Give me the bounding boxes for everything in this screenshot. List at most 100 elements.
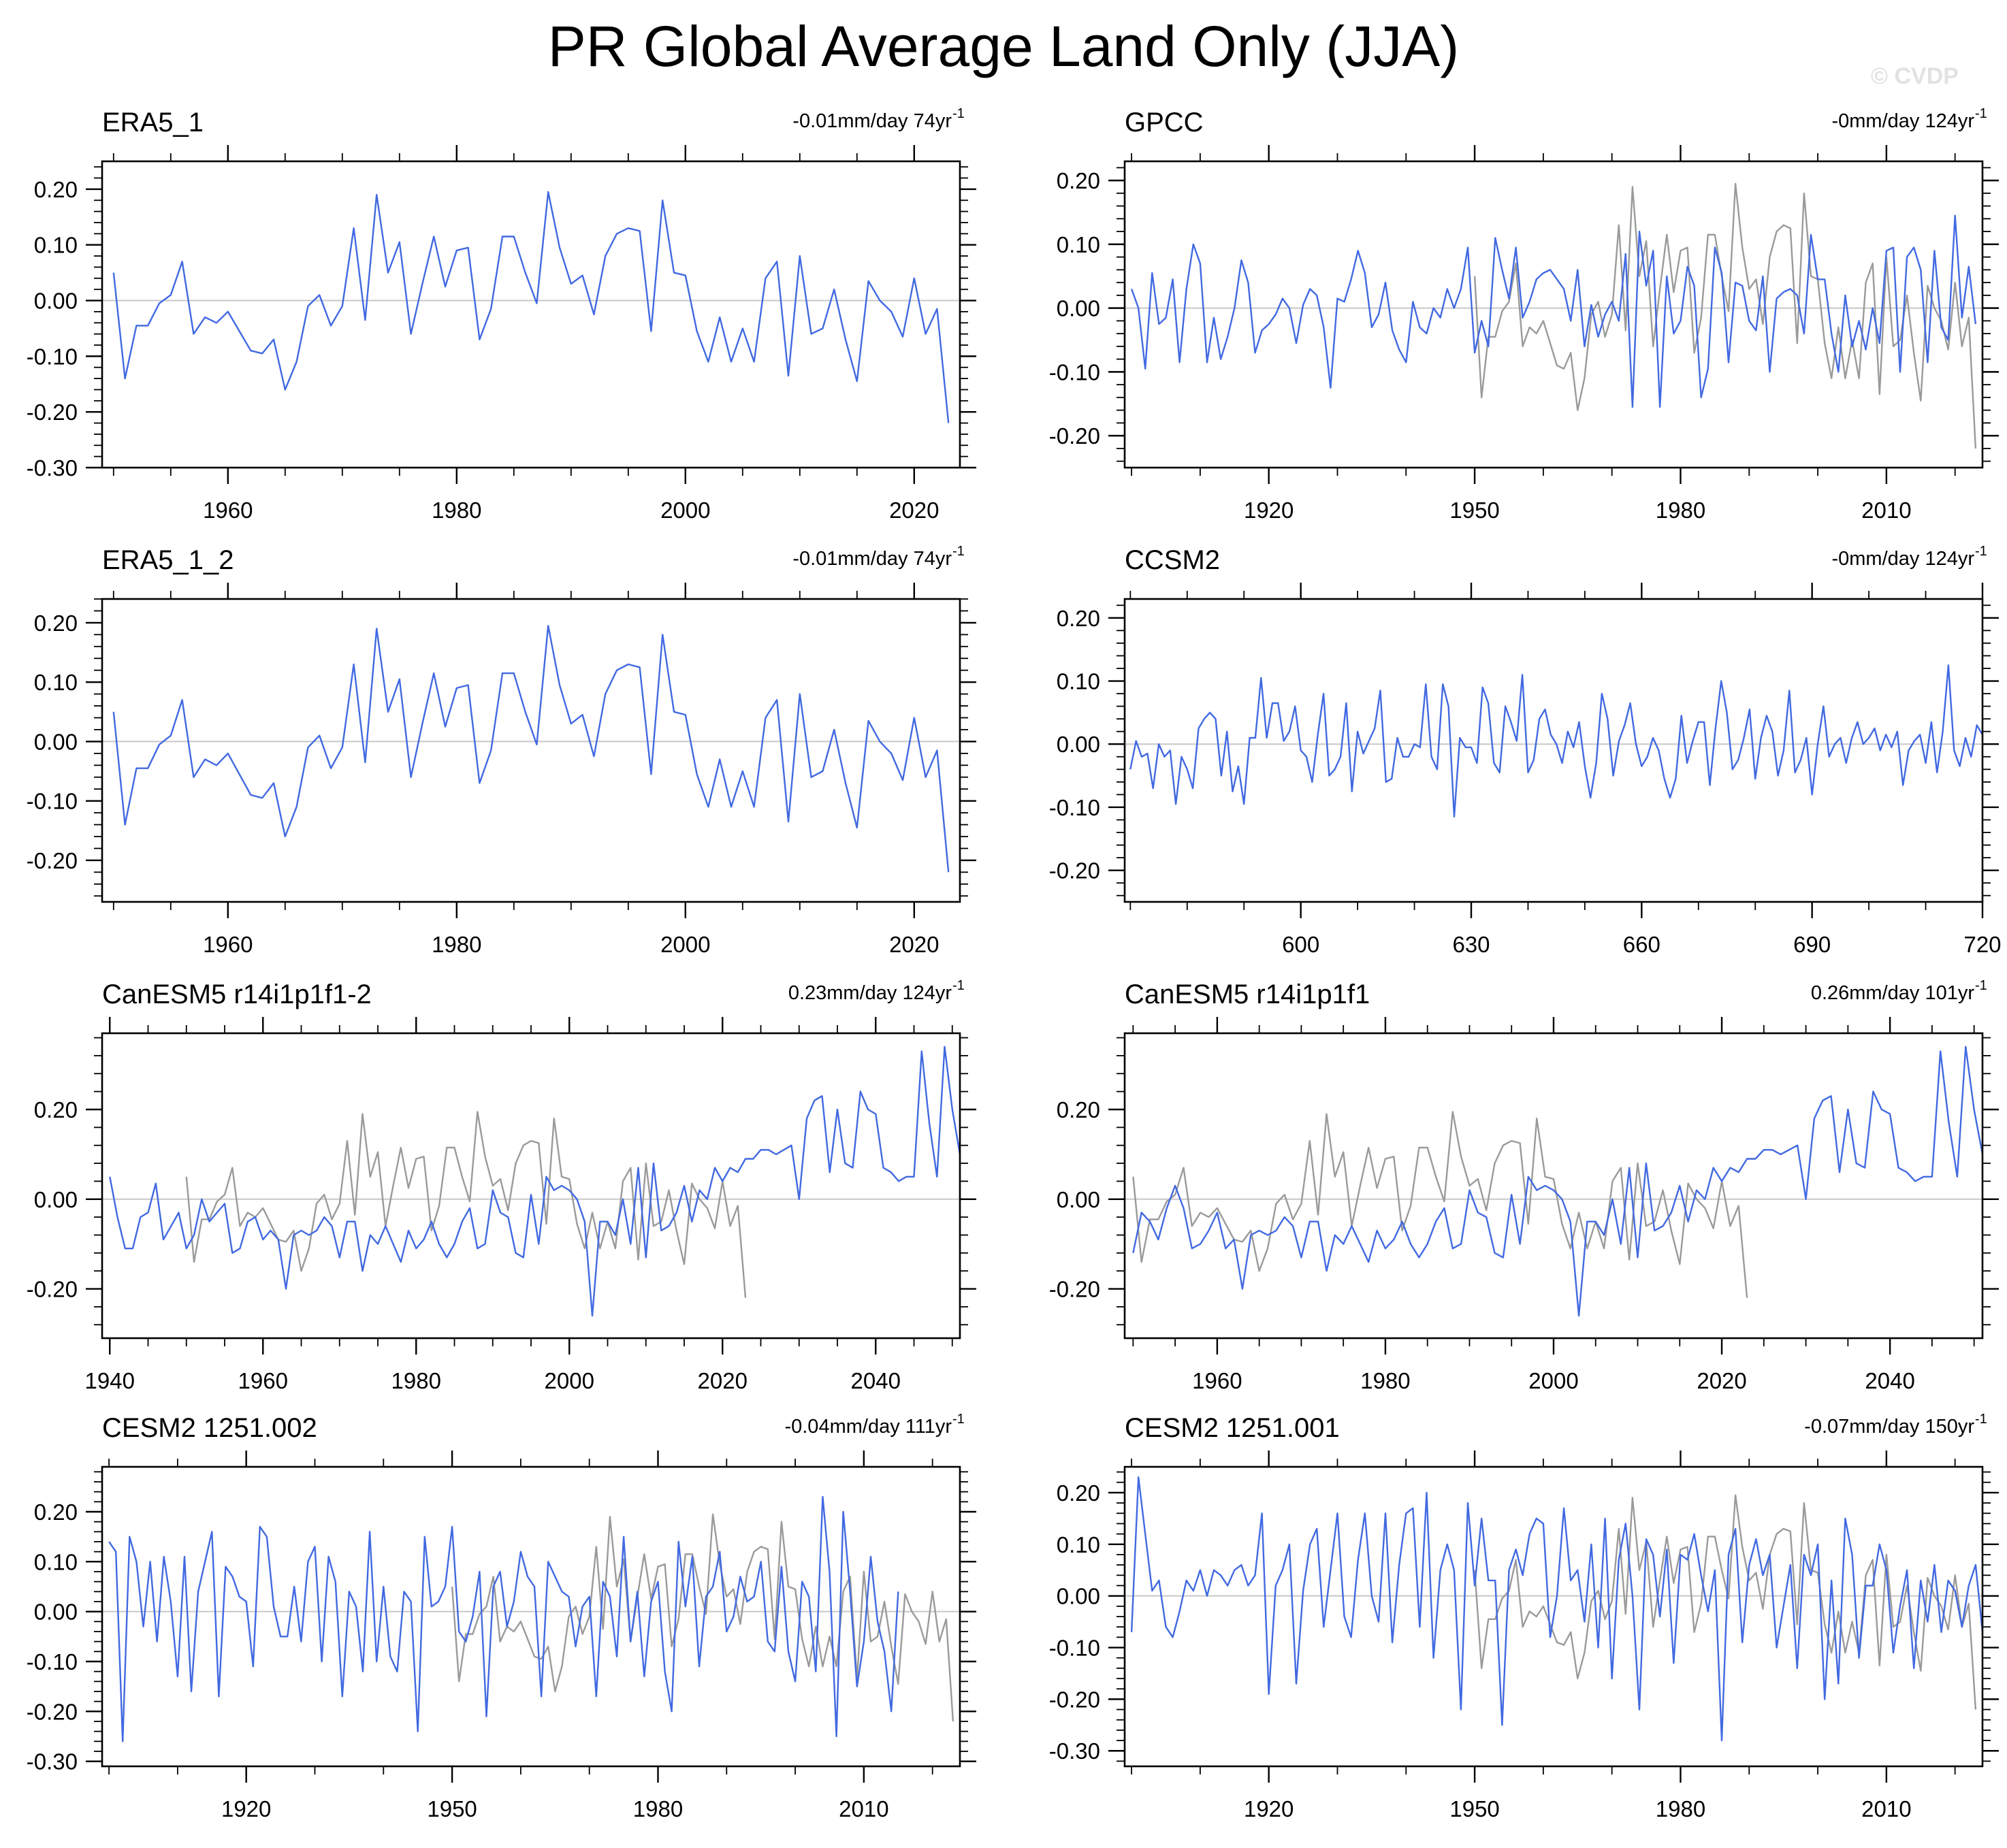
- x-tick-label: 1920: [1244, 498, 1294, 523]
- x-tick-label: 2040: [851, 1368, 901, 1393]
- y-tick-label: -0.30: [27, 1749, 78, 1774]
- x-tick-label: 1980: [1656, 498, 1705, 523]
- x-tick-label: 1980: [1656, 1796, 1705, 1821]
- x-tick-label: 2010: [839, 1796, 888, 1821]
- panel-2: 0.20 0.10 0.00 -0.10 -0.20 1920 1950 1980 2010 GP…: [1049, 106, 1999, 523]
- x-tick-label: 1980: [432, 932, 481, 957]
- y-tick-label: 0.10: [34, 1549, 78, 1574]
- y-tick-label: 0.00: [34, 729, 78, 754]
- x-tick-label: 2000: [660, 498, 710, 523]
- y-tick-label: -0.20: [1049, 858, 1100, 884]
- y-tick-label: 0.10: [34, 670, 78, 695]
- panel-title: CESM2 1251.002: [102, 1413, 317, 1443]
- y-tick-label: -0.20: [1049, 1277, 1100, 1302]
- panel-6: 0.20 0.00 -0.20 1960 1980 2000 2020 2040 CanESM5…: [1049, 978, 1999, 1393]
- series-group: [1129, 664, 1982, 818]
- x-tick-label: 2020: [698, 1368, 748, 1393]
- y-tick-label: -0.20: [27, 400, 78, 425]
- series-group: [1130, 182, 1977, 449]
- y-tick-label: -0.30: [1049, 1738, 1100, 1764]
- trend-label: -0.01mm/day 74yr: [792, 548, 952, 570]
- x-tick-label: 1960: [203, 498, 253, 523]
- reference-series-line: [185, 1111, 747, 1298]
- series-group: [112, 625, 950, 873]
- trend-label: -0.04mm/day 111yr: [784, 1416, 952, 1438]
- panel-1: 0.20 0.10 0.00 -0.10 -0.20 -0.30 1960 1980 2000 2…: [27, 106, 976, 523]
- x-tick-label: 2010: [1861, 1796, 1911, 1821]
- x-tick-label: 2020: [889, 498, 939, 523]
- x-tick-label: 600: [1282, 932, 1319, 957]
- y-tick-label: 0.20: [34, 611, 78, 636]
- x-tick-label: 690: [1793, 932, 1831, 957]
- trend-label: 0.23mm/day 124yr: [788, 982, 952, 1004]
- reference-series-line: [1473, 1494, 1977, 1710]
- x-tick-label: 1980: [1360, 1368, 1410, 1393]
- x-tick-label: 2040: [1865, 1368, 1914, 1393]
- plot-frame: [1123, 160, 1984, 469]
- trend-label: -0.07mm/day 150yr: [1804, 1416, 1974, 1438]
- panel-4: 0.20 0.10 0.00 -0.10 -0.20 600 630 660 690 720 CCS…: [1049, 544, 2002, 957]
- y-tick-label: -0.20: [1049, 1687, 1100, 1712]
- panel-8: 0.20 0.10 0.00 -0.10 -0.20 -0.30 1920 1950 1980 2…: [1049, 1412, 1999, 1821]
- trend-label: -0.01mm/day 74yr: [792, 110, 952, 132]
- x-tick-label: 660: [1623, 932, 1660, 957]
- x-tick-label: 2000: [1528, 1368, 1578, 1393]
- trend-superscript: -1: [1975, 1412, 1987, 1427]
- model-series-line: [109, 1045, 960, 1317]
- y-tick-label: 0.00: [1057, 1187, 1100, 1212]
- y-tick-label: -0.20: [27, 848, 78, 873]
- trend-superscript: -1: [952, 1412, 965, 1427]
- model-series-line: [1130, 1476, 1982, 1742]
- y-tick-label: 0.00: [34, 289, 78, 314]
- model-series-line: [108, 1495, 899, 1742]
- y-tick-label: 0.20: [1057, 606, 1100, 631]
- watermark: © CVDP: [1871, 63, 1959, 89]
- y-tick-label: 0.20: [34, 177, 78, 202]
- trend-label: -0mm/day 124yr: [1831, 548, 1974, 570]
- y-tick-label: 0.00: [1057, 732, 1100, 757]
- x-tick-label: 1960: [203, 932, 253, 957]
- y-tick-label: 0.10: [1057, 1532, 1100, 1557]
- x-tick-label: 2020: [1697, 1368, 1746, 1393]
- y-tick-label: -0.10: [1049, 795, 1100, 820]
- x-tick-label: 1980: [391, 1368, 441, 1393]
- panel-5: 0.20 0.00 -0.20 1940 1960 1980 2000 2020 2040 Can…: [27, 978, 976, 1393]
- panel-title: CanESM5 r14i1p1f1: [1125, 979, 1370, 1009]
- series-group: [112, 191, 950, 423]
- plot-frame: [1123, 598, 1984, 903]
- y-tick-label: 0.20: [1057, 168, 1100, 193]
- model-series-line: [112, 191, 950, 423]
- y-tick-label: -0.10: [27, 789, 78, 814]
- panel-title: ERA5_1_2: [102, 545, 234, 575]
- y-tick-label: 0.10: [34, 233, 78, 258]
- y-tick-label: -0.10: [27, 344, 78, 369]
- reference-series-line: [1132, 1111, 1748, 1298]
- series-group: [109, 1045, 960, 1317]
- x-tick-label: 1950: [1449, 1796, 1499, 1821]
- x-tick-label: 2020: [889, 932, 939, 957]
- trend-superscript: -1: [952, 978, 965, 993]
- trend-label: 0.26mm/day 101yr: [1811, 982, 1975, 1004]
- plot-frame: [101, 160, 961, 469]
- panel-title: CESM2 1251.001: [1125, 1413, 1340, 1443]
- model-series-line: [1132, 1045, 1982, 1317]
- trend-superscript: -1: [1975, 544, 1987, 559]
- y-tick-label: 0.00: [1057, 296, 1100, 321]
- panel-3: 0.20 0.10 0.00 -0.10 -0.20 1960 1980 2000 2020 ER…: [27, 544, 976, 957]
- trend-superscript: -1: [952, 544, 965, 559]
- plot-frame: [101, 598, 961, 903]
- panel-title: ERA5_1: [102, 108, 204, 137]
- y-tick-label: 0.20: [34, 1097, 78, 1122]
- x-tick-label: 630: [1452, 932, 1490, 957]
- x-tick-label: 2000: [660, 932, 710, 957]
- y-tick-label: 0.10: [1057, 232, 1100, 257]
- x-tick-label: 1920: [221, 1796, 271, 1821]
- trend-superscript: -1: [1975, 106, 1987, 121]
- x-tick-label: 1920: [1244, 1796, 1294, 1821]
- y-tick-label: -0.10: [27, 1649, 78, 1674]
- x-tick-label: 1980: [432, 498, 481, 523]
- y-tick-label: 0.10: [1057, 669, 1100, 694]
- panel-title: GPCC: [1125, 108, 1204, 137]
- y-tick-label: 0.00: [34, 1600, 78, 1625]
